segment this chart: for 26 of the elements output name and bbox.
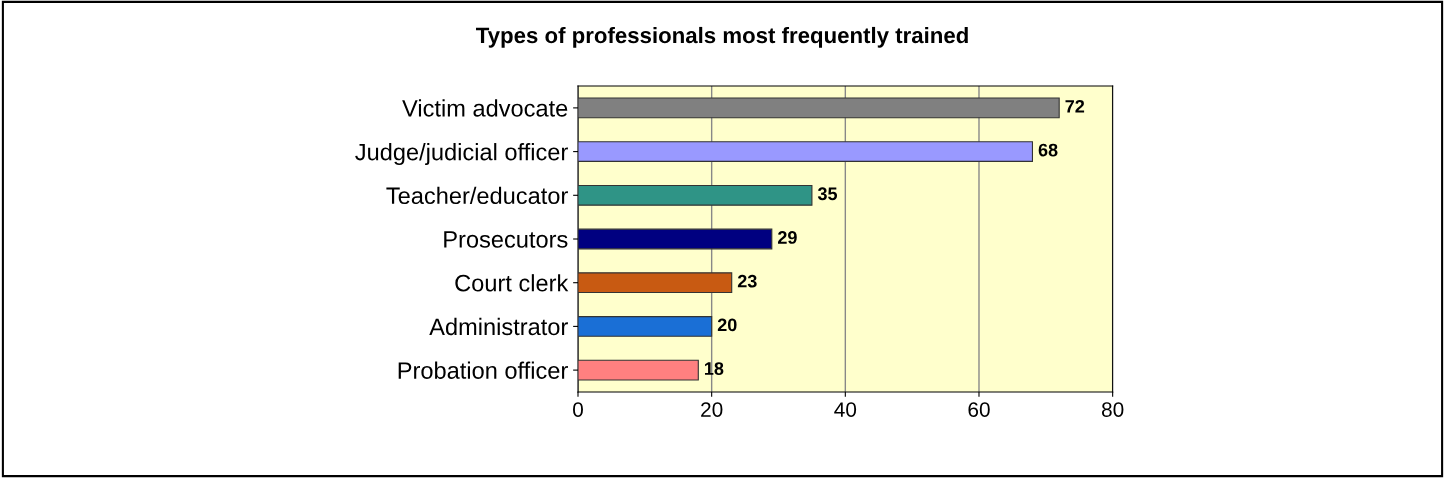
bar [578,359,699,381]
chart-title: Types of professionals most frequently trained [476,26,968,48]
x-tick-label: 40 [834,402,857,417]
data-label: 35 [817,187,838,201]
data-label: 72 [1065,99,1085,113]
data-label: 29 [777,231,797,244]
x-tick-label: 0 [573,402,583,417]
bar [578,316,713,337]
bar [578,141,1034,162]
y-tick-label: Prosecutors [444,231,568,248]
bar [578,184,813,206]
data-label: 23 [737,274,757,288]
bar [578,228,773,250]
y-tick-label: Probation officer [398,361,568,379]
x-tick-label: 60 [968,402,990,417]
y-tick-label: Victim advocate [402,99,568,117]
x-tick-label: 20 [701,402,723,417]
y-tick-label: Court clerk [455,274,569,292]
data-label: 18 [704,362,724,375]
y-tick-label: Teacher/educator [386,186,568,205]
y-tick-label: Administrator [429,317,568,336]
x-tick-label: 80 [1101,402,1124,417]
data-label: 68 [1038,143,1058,157]
data-label: 20 [717,318,737,332]
y-tick-label: Judge/judicial officer [355,143,568,166]
bar [578,272,733,294]
